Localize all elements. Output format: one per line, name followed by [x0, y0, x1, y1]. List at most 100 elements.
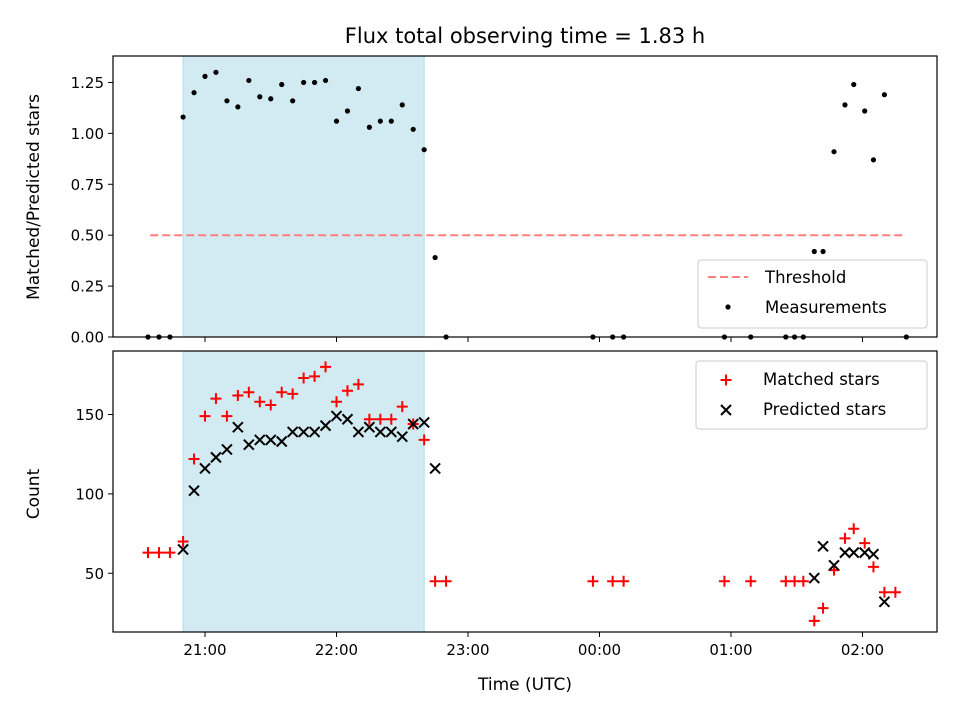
measurement-point	[421, 147, 427, 153]
predicted-star-point	[429, 462, 441, 475]
matched-star-point	[363, 413, 375, 425]
matched-star-point	[718, 575, 730, 587]
matched-star-point	[859, 537, 871, 549]
legend-predicted-label: Predicted stars	[763, 400, 886, 419]
predicted-star-point	[341, 413, 354, 425]
measurement-point	[410, 126, 416, 132]
matched-star-point	[745, 575, 757, 587]
chart-title: Flux total observing time = 1.83 h	[345, 24, 705, 48]
measurement-point	[870, 157, 877, 163]
measurement-point	[377, 118, 383, 124]
measurement-point	[432, 254, 438, 261]
top-panel: 0.00 0.25 0.50 0.75 1.00 1.25 Threshold Measure…	[71, 55, 938, 347]
matched-star-point	[797, 575, 809, 587]
x-tick-label: 02:00	[841, 641, 884, 659]
predicted-star-point	[385, 426, 397, 438]
matched-star-point	[309, 370, 321, 382]
matched-star-point	[287, 388, 299, 400]
predicted-star-point	[297, 426, 310, 438]
bottom-panel: 21:00 22:00 23:00 00:00 01:00 02:00 50 100 150 Ma…	[75, 350, 938, 659]
legend-measurements-swatch	[725, 304, 731, 310]
top-y-axis-label: Matched/Predicted stars	[24, 94, 44, 300]
predicted-star-point	[286, 426, 299, 438]
measurement-point	[366, 124, 372, 130]
measurement-point	[355, 85, 362, 92]
top-legend: Threshold Measurements	[697, 259, 928, 329]
top-y-tick-label: 0.00	[71, 329, 104, 347]
predicted-star-point	[808, 572, 820, 584]
measurement-point	[213, 69, 219, 75]
top-y-tick-label: 0.25	[71, 278, 104, 296]
top-legend-box	[697, 259, 928, 329]
predicted-star-point	[418, 416, 430, 429]
measurement-point	[820, 248, 826, 255]
legend-measurements-label: Measurements	[765, 298, 887, 317]
matched-star-point	[867, 561, 879, 573]
matched-star-point	[177, 536, 189, 548]
matched-star-point	[232, 389, 244, 401]
measurement-point	[202, 73, 208, 79]
measurement-point	[831, 149, 837, 155]
predicted-star-point	[396, 431, 408, 443]
predicted-star-point	[188, 484, 200, 497]
bottom-y-axis-label: Count	[24, 468, 44, 519]
matched-star-point	[396, 401, 408, 413]
matched-star-point	[817, 602, 829, 614]
predicted-star-point	[308, 426, 321, 438]
matched-star-point	[188, 453, 200, 465]
measurement-point	[224, 98, 230, 104]
measurement-point	[191, 90, 197, 96]
predicted-star-point	[232, 421, 244, 433]
measurement-point	[322, 77, 329, 84]
predicted-star-point	[177, 543, 189, 556]
top-y-tick-label: 0.75	[71, 176, 104, 194]
top-shaded-span	[182, 55, 425, 338]
measurement-point	[290, 98, 296, 104]
bottom-y-tick-label: 150	[75, 406, 104, 424]
legend-matched-label: Matched stars	[763, 370, 880, 389]
predicted-star-point	[265, 434, 277, 446]
matched-star-point	[331, 396, 342, 408]
bottom-legend: Matched stars Predicted stars	[695, 360, 928, 430]
matched-star-point	[607, 575, 619, 587]
matched-star-point	[142, 547, 154, 559]
predicted-star-point	[867, 548, 880, 560]
x-tick-label: 00:00	[578, 641, 621, 659]
measurement-point	[311, 79, 318, 86]
predicted-star-point	[243, 438, 255, 451]
predicted-star-point	[363, 421, 376, 433]
matched-star-point	[385, 413, 397, 425]
matched-star-point	[878, 586, 890, 598]
measurement-point	[333, 118, 340, 124]
legend-predicted-swatch	[720, 404, 732, 416]
bottom-axes-frame	[112, 350, 938, 633]
measurement-point	[257, 94, 263, 100]
legend-matched-swatch	[720, 374, 732, 386]
matched-star-point	[199, 410, 211, 422]
matched-star-point	[298, 372, 310, 384]
matched-star-point	[341, 385, 353, 397]
legend-threshold-label: Threshold	[764, 268, 846, 287]
measurement-point	[881, 92, 888, 98]
bottom-shaded-span	[182, 350, 425, 633]
predicted-star-point	[839, 546, 851, 559]
top-axes-frame	[112, 55, 938, 338]
bottom-legend-box	[695, 360, 928, 430]
x-tick-label: 01:00	[709, 641, 752, 659]
predicted-star-point	[858, 546, 871, 559]
matched-star-point	[243, 386, 255, 398]
matched-star-point	[418, 434, 430, 446]
measurement-point	[301, 79, 307, 86]
predicted-star-point	[374, 426, 387, 438]
x-tick-label: 21:00	[183, 641, 226, 659]
x-tick-label: 23:00	[446, 641, 489, 659]
predicted-star-point	[352, 426, 365, 438]
predicted-star-point	[828, 559, 840, 572]
bottom-y-tick-label: 100	[75, 485, 104, 503]
predicted-star-point	[848, 546, 860, 559]
measurement-point	[399, 102, 405, 108]
measurement-point	[279, 81, 285, 88]
matched-star-point	[587, 575, 599, 587]
matched-star-point	[254, 396, 266, 408]
